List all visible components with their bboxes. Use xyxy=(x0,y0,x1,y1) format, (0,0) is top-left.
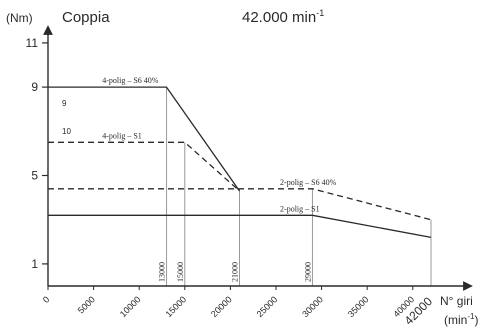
series-label-2-polig-s1: 2-polig – S1 xyxy=(280,204,320,213)
x-ticks: 0 5000 10000 15000 20000 25000 30000 35000 40000… xyxy=(41,286,435,328)
subtitle-text: 42.000 min xyxy=(242,9,316,26)
y-axis-label: (Nm) xyxy=(6,11,33,25)
x-tick-label-10000: 10000 xyxy=(118,294,143,319)
x-tick-label-0: 0 xyxy=(41,294,52,305)
series-label-4-polig-s6-40: 4-polig – S6 40% xyxy=(102,76,159,85)
curve-mark-9: 9 xyxy=(62,99,67,108)
x-label-close: ) xyxy=(474,313,478,327)
y-ticks: 1 5 9 11 xyxy=(26,36,48,271)
reference-label-13000: 13000 xyxy=(158,262,167,282)
series-label-2-polig-s6-40: 2-polig – S6 40% xyxy=(280,178,337,187)
series-line-2-polig-s6-40 xyxy=(48,188,432,221)
x-axis-label-line2: (min-1) xyxy=(444,312,478,327)
x-tick-label-20000: 20000 xyxy=(209,294,234,319)
reference-label-15000: 15000 xyxy=(176,262,185,282)
x-tick-label-15000: 15000 xyxy=(163,294,188,319)
x-tick-label-25000: 25000 xyxy=(255,294,280,319)
chart-title: Coppia xyxy=(62,9,110,26)
y-tick-label-9: 9 xyxy=(31,80,38,94)
y-tick-label-5: 5 xyxy=(31,169,38,183)
x-label-text: (min xyxy=(444,313,467,327)
axes xyxy=(43,25,473,291)
x-label-superscript: -1 xyxy=(467,312,475,321)
x-tick-label-5000: 5000 xyxy=(76,294,97,315)
reference-lines: 13000 15000 21000 29000 xyxy=(158,87,432,286)
series-line-2-polig-s1 xyxy=(48,214,432,239)
y-tick-label-1: 1 xyxy=(31,257,38,271)
series-label-4-polig-s1: 4-polig – S1 xyxy=(102,131,142,140)
series-line-4-polig-s1 xyxy=(48,141,240,192)
reference-label-29000: 29000 xyxy=(303,262,312,282)
chart-subtitle: 42.000 min-1 xyxy=(242,8,324,26)
series-group: 4-polig – S6 40% 4-polig – S1 2-polig – S6… xyxy=(48,76,432,239)
curve-mark-10: 10 xyxy=(62,127,71,136)
series-line-4-polig-s6-40 xyxy=(48,86,241,192)
y-tick-label-11: 11 xyxy=(26,36,39,50)
x-tick-label-35000: 35000 xyxy=(346,294,371,319)
subtitle-superscript: -1 xyxy=(316,8,324,18)
x-tick-label-30000: 30000 xyxy=(300,294,325,319)
reference-label-21000: 21000 xyxy=(231,262,240,282)
x-axis-label-line1: N° giri xyxy=(440,294,473,308)
